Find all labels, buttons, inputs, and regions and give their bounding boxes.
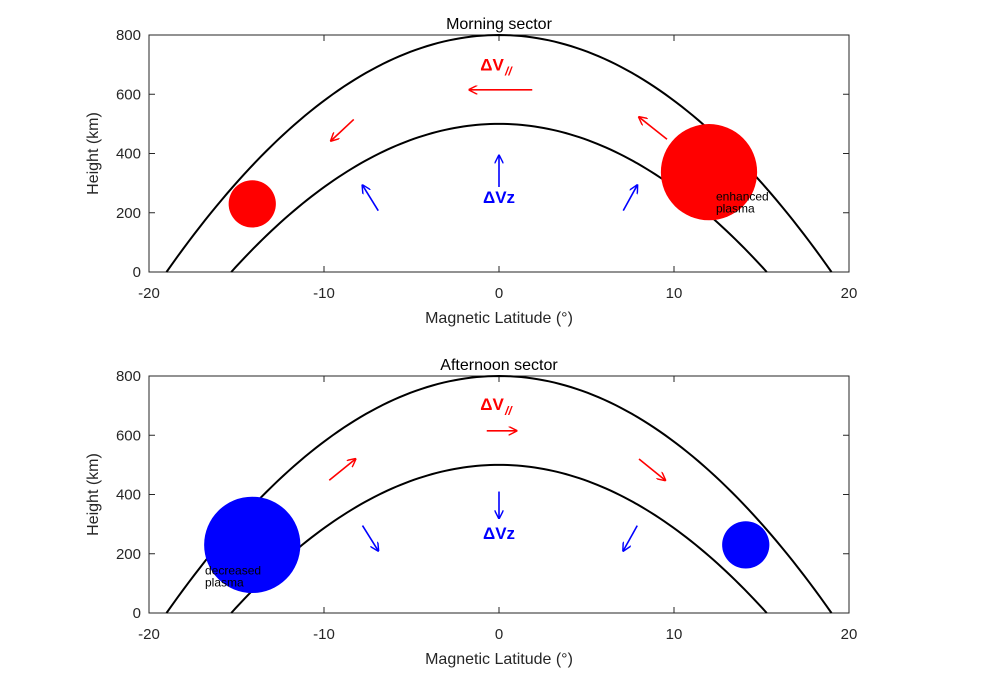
outer-field-line [165,374,833,614]
plasma-annotation: decreased [205,563,261,577]
parallel-velocity-subscript: // [504,404,513,418]
plot-marks: -20 -10 0 10 200200400600800ΔV//ΔVzdecreased… [116,368,857,643]
x-tick-label: -10 [313,626,335,643]
y-tick-label: 200 [116,546,141,563]
vertical-drift-arrow [623,525,638,551]
y-axis-label: Height (km) [85,112,102,195]
x-axis-label: Magnetic Latitude (°) [425,651,573,668]
parallel-drift-arrow [639,117,668,140]
parallel-drift-arrow [328,459,355,481]
panel-afternoon: Afternoon sector Magnetic Latitude (°) H… [85,357,857,668]
parallel-velocity-label: ΔV [480,395,504,414]
y-tick-label: 400 [116,487,141,504]
x-tick-label: -20 [138,626,160,643]
plasma-annotation: enhanced [716,189,769,203]
vertical-velocity-label: ΔVz [483,188,515,207]
plasma-blob [204,496,301,593]
vertical-drift-arrow [363,185,379,212]
y-tick-label: 400 [116,146,141,163]
parallel-drift-arrow [331,118,355,140]
plasma-annotation: plasma [716,201,755,215]
x-tick-label: 0 [495,285,503,302]
plasma-blob [722,521,770,569]
y-tick-label: 0 [133,264,141,281]
x-tick-label: -10 [313,285,335,302]
vertical-drift-arrow [622,185,637,212]
plasma-blob [228,180,276,228]
x-axis-label: Magnetic Latitude (°) [425,310,573,327]
y-tick-label: 600 [116,427,141,444]
y-tick-label: 800 [116,27,141,44]
plasma-annotation: plasma [205,575,244,589]
vertical-velocity-label: ΔVz [483,524,515,543]
parallel-velocity-subscript: // [504,65,513,79]
y-axis-label: Height (km) [85,453,102,536]
y-tick-label: 800 [116,368,141,385]
chart-title: Afternoon sector [440,357,558,374]
x-tick-label: 0 [495,626,503,643]
x-tick-label: -20 [138,285,160,302]
panel-morning: Morning sector Magnetic Latitude (°) Hei… [85,16,857,327]
parallel-drift-arrow [638,458,665,480]
inner-field-line [230,463,768,614]
plasma-blob [660,124,758,221]
x-tick-label: 20 [841,285,858,302]
y-tick-label: 0 [133,605,141,622]
chart-title: Morning sector [446,16,552,33]
y-tick-label: 200 [116,205,141,222]
x-tick-label: 10 [666,626,683,643]
y-tick-label: 600 [116,86,141,103]
vertical-drift-arrow [361,525,379,551]
x-tick-label: 10 [666,285,683,302]
parallel-velocity-label: ΔV [480,56,504,75]
x-tick-label: 20 [841,626,858,643]
